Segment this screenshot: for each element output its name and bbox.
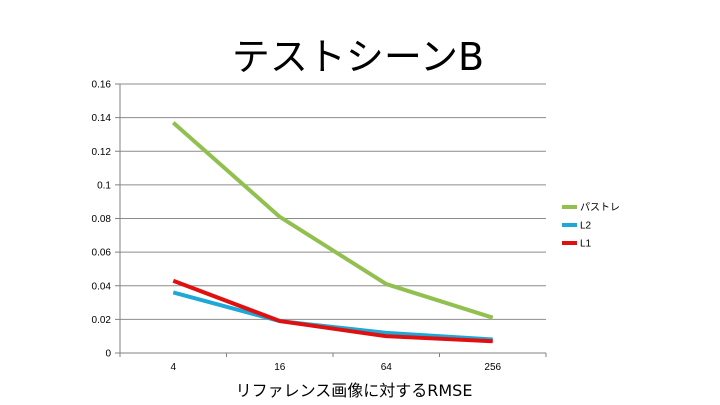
series-line-2 — [172, 278, 493, 344]
y-tick-label: 0.12 — [92, 147, 112, 158]
series-line-0 — [171, 121, 494, 320]
x-tick-label: 256 — [484, 362, 501, 373]
legend-label: パストレ — [580, 202, 620, 214]
x-axis-title: リファレンス画像に対するRMSE — [236, 381, 473, 400]
chart-title: テストシーンB — [232, 35, 484, 79]
y-tick-label: 0.14 — [92, 113, 112, 124]
x-tick-label: 64 — [381, 362, 393, 373]
y-tick-label: 0.08 — [92, 214, 112, 225]
x-tick-labels: 4 16 64 256 — [119, 353, 547, 373]
y-tick-label: 0.16 — [92, 80, 112, 91]
x-tick-label: 4 — [170, 362, 176, 373]
y-tick-label: 0.1 — [97, 180, 111, 191]
legend-label: L1 — [580, 239, 592, 250]
y-tick-label: 0.06 — [92, 248, 112, 259]
y-tick-labels: 0 0.02 0.04 0.06 0.08 0.1 0.12 0.14 0.16 — [92, 80, 120, 360]
y-tick-label: 0.02 — [92, 315, 112, 326]
y-tick-label: 0.04 — [92, 281, 112, 292]
series-lines — [171, 121, 494, 344]
x-tick-label: 16 — [274, 362, 286, 373]
legend-label: L2 — [580, 221, 592, 232]
y-tick-label: 0 — [105, 349, 111, 360]
legend: パストレ L2 L1 — [562, 202, 620, 250]
